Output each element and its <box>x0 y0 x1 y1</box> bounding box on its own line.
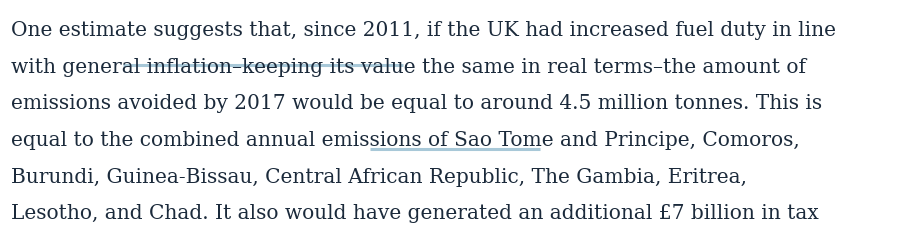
Text: One estimate suggests that, since 2011, if the UK had increased fuel duty in lin: One estimate suggests that, since 2011, … <box>11 21 836 40</box>
Text: Burundi, Guinea-Bissau, Central African Republic, The Gambia, Eritrea,: Burundi, Guinea-Bissau, Central African … <box>11 167 747 186</box>
Text: equal to the combined annual emissions of Sao Tome and Principe, Comoros,: equal to the combined annual emissions o… <box>11 130 800 149</box>
Text: Lesotho, and Chad. It also would have generated an additional £7 billion in tax: Lesotho, and Chad. It also would have ge… <box>11 203 819 222</box>
Text: emissions avoided by 2017 would be equal to around 4.5 million tonnes. This is: emissions avoided by 2017 would be equal… <box>11 94 823 113</box>
Text: with general inflation–keeping its value the same in real terms–the amount of: with general inflation–keeping its value… <box>11 57 806 76</box>
